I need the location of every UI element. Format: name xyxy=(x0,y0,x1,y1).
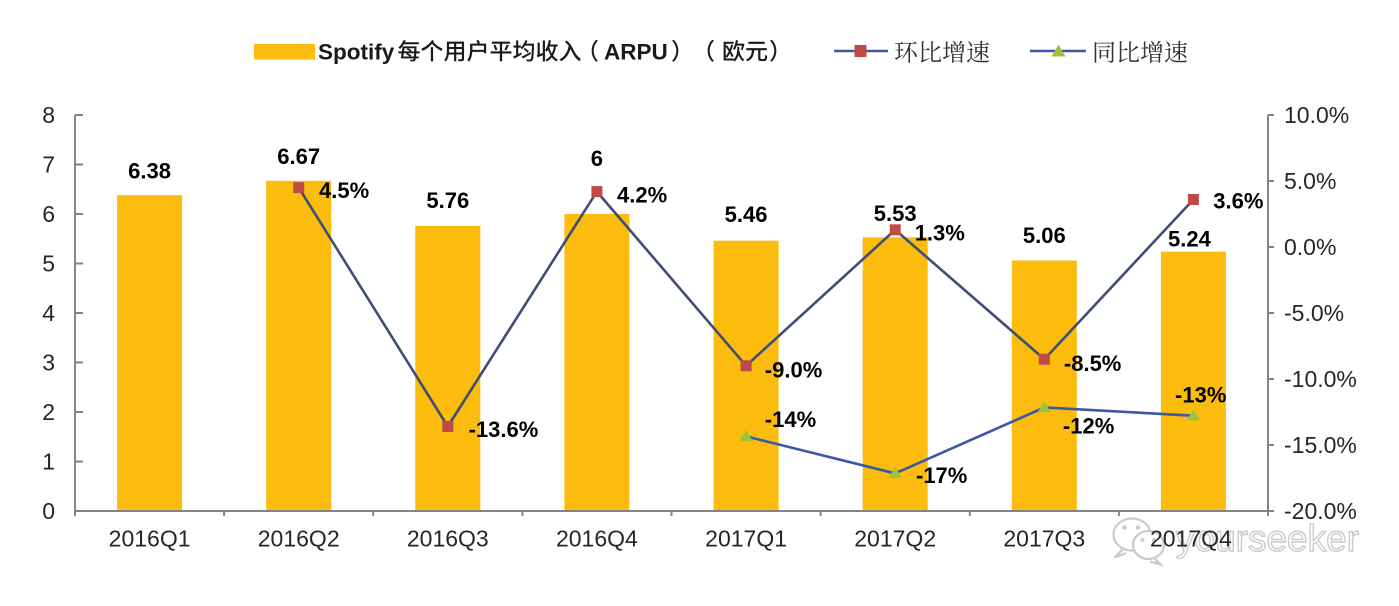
svg-text:2017Q3: 2017Q3 xyxy=(1003,526,1085,552)
svg-text:2016Q1: 2016Q1 xyxy=(109,526,191,552)
svg-text:3.6%: 3.6% xyxy=(1213,189,1263,214)
svg-text:4.2%: 4.2% xyxy=(617,183,667,208)
svg-text:ARPU: ARPU xyxy=(604,40,668,65)
svg-text:6.38: 6.38 xyxy=(128,158,171,183)
svg-text:4: 4 xyxy=(42,300,55,326)
svg-text:2016Q3: 2016Q3 xyxy=(407,526,489,552)
svg-text:-13%: -13% xyxy=(1175,382,1226,407)
svg-text:5.46: 5.46 xyxy=(725,202,768,227)
svg-text:-12%: -12% xyxy=(1063,413,1114,438)
svg-text:0.0%: 0.0% xyxy=(1284,234,1336,260)
svg-text:10.0%: 10.0% xyxy=(1284,102,1349,128)
svg-text:0: 0 xyxy=(42,498,55,524)
svg-text:-20.0%: -20.0% xyxy=(1284,498,1357,524)
svg-text:5.0%: 5.0% xyxy=(1284,168,1336,194)
svg-text:2: 2 xyxy=(42,399,55,425)
svg-text:5.06: 5.06 xyxy=(1023,223,1066,248)
svg-text:yourseeker: yourseeker xyxy=(1176,518,1359,559)
svg-text:6: 6 xyxy=(591,146,603,171)
svg-text:1.3%: 1.3% xyxy=(915,221,965,246)
svg-text:-13.6%: -13.6% xyxy=(469,417,539,442)
svg-text:6: 6 xyxy=(42,201,55,227)
svg-text:2017Q1: 2017Q1 xyxy=(705,526,787,552)
svg-text:5: 5 xyxy=(42,251,55,277)
svg-text:7: 7 xyxy=(42,152,55,178)
svg-text:8: 8 xyxy=(42,102,55,128)
svg-text:-8.5%: -8.5% xyxy=(1064,351,1121,376)
svg-text:2016Q2: 2016Q2 xyxy=(258,526,340,552)
svg-text:Spotify: Spotify xyxy=(318,40,395,65)
svg-text:5.24: 5.24 xyxy=(1168,227,1212,252)
svg-text:2017Q2: 2017Q2 xyxy=(854,526,936,552)
svg-text:2016Q4: 2016Q4 xyxy=(556,526,638,552)
svg-text:-10.0%: -10.0% xyxy=(1284,366,1357,392)
svg-text:3: 3 xyxy=(42,350,55,376)
svg-text:5.53: 5.53 xyxy=(874,201,917,226)
svg-text:4.5%: 4.5% xyxy=(319,178,369,203)
svg-text:-14%: -14% xyxy=(765,407,816,432)
svg-text:-5.0%: -5.0% xyxy=(1284,300,1344,326)
svg-text:6.67: 6.67 xyxy=(277,144,320,169)
svg-text:2017Q4: 2017Q4 xyxy=(1150,526,1232,552)
svg-text:-9.0%: -9.0% xyxy=(765,358,822,383)
svg-text:-15.0%: -15.0% xyxy=(1284,432,1357,458)
svg-text:1: 1 xyxy=(42,449,55,475)
svg-text:-17%: -17% xyxy=(916,463,967,488)
svg-text:5.76: 5.76 xyxy=(426,188,469,213)
